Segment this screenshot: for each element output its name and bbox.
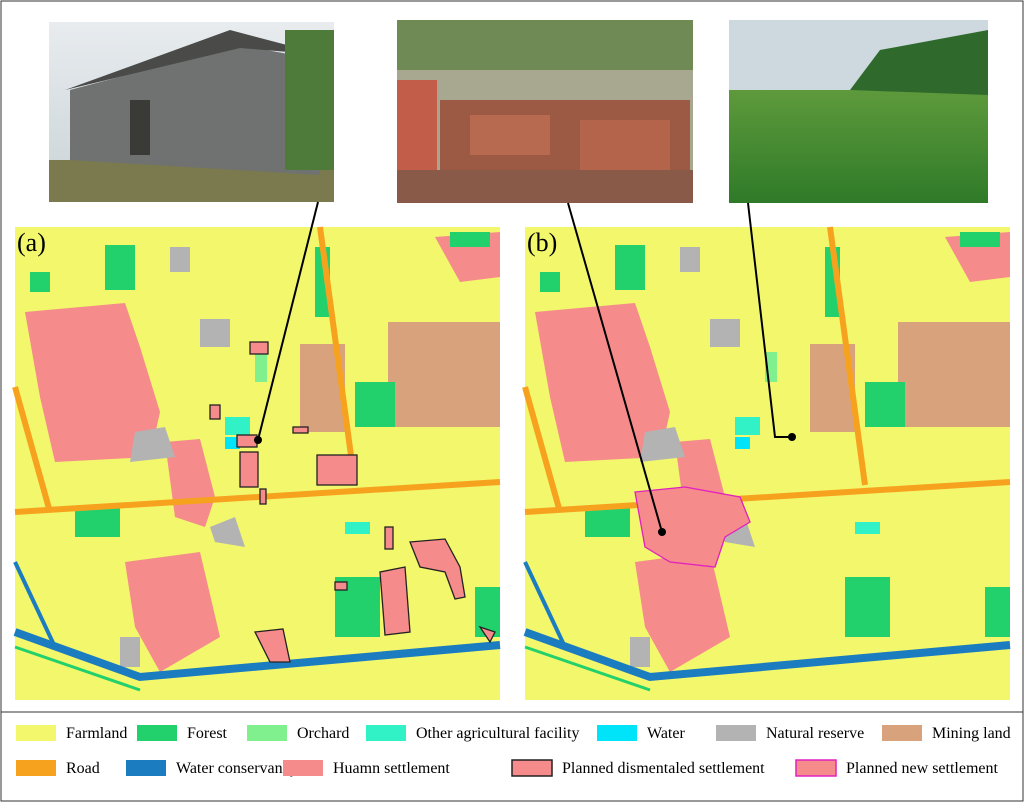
photo-farmland [729,20,988,203]
legend-label: Planned new settlement [846,760,999,777]
panel-label: (b) [527,228,557,257]
legend-swatch [597,725,637,741]
pointer-dots [254,433,796,536]
legend-label: Mining land [932,725,1011,742]
legend-label: Other agricultural facility [416,725,579,742]
legend-swatch [366,725,406,741]
pointers [257,201,792,533]
legend-swatch [16,760,56,776]
legend-label: Planned dismentaled settlement [562,760,765,777]
legend-label: Huamn settlement [333,760,450,777]
new-settlement [634,486,751,568]
legend-label: Farmland [66,725,127,742]
legend-label: Orchard [297,725,349,742]
legend-swatch [247,725,287,741]
legend-label: Natural reserve [766,725,864,742]
legend: Farmland Forest Orchard Other agricultural … [16,725,1011,777]
legend-swatch [882,725,922,741]
legend-swatch [511,759,553,777]
legend-label: Water conservancy [176,760,298,777]
panel-label: (a) [17,228,46,257]
dismantled-settlement [209,341,496,663]
map-b: (b) [525,227,1010,700]
legend-swatch [283,760,323,776]
legend-label: Forest [187,725,228,742]
photo-demolition [397,20,693,203]
legend-label: Road [66,760,100,777]
photo-house [49,22,334,202]
legend-swatch [137,725,177,741]
legend-swatch [16,725,56,741]
legend-swatch [126,760,166,776]
legend-swatch [795,759,837,777]
legend-label: Water [647,725,685,742]
map-a: (a) [15,227,500,700]
legend-swatch [716,725,756,741]
